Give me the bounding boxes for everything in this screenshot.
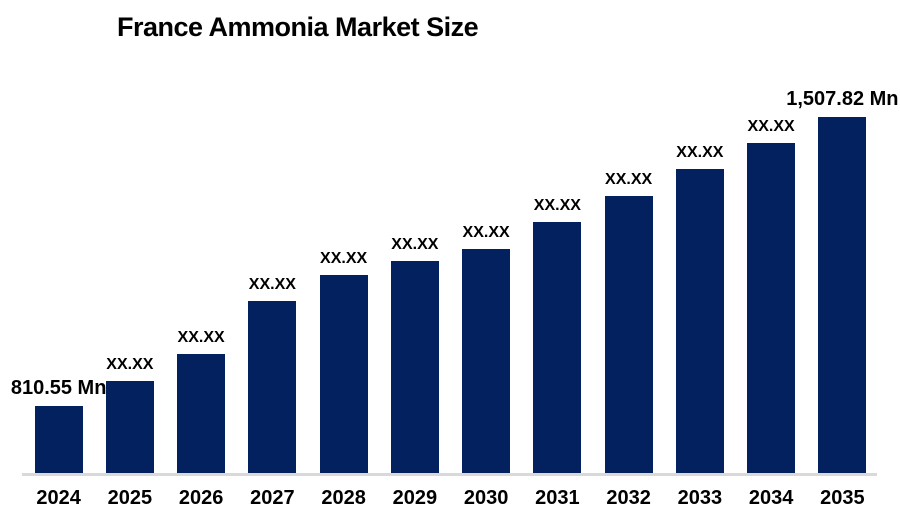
bar-column-2032: XX.XX bbox=[593, 80, 664, 473]
bar-2032 bbox=[604, 196, 653, 473]
bar-value-label-2034: XX.XX bbox=[747, 118, 795, 136]
bar-2035 bbox=[818, 117, 867, 473]
x-axis-label-2034: 2034 bbox=[748, 487, 794, 509]
x-axis-label-2032: 2032 bbox=[606, 487, 651, 509]
x-axis-labels: 2024 2025 2026 2027 2028 2029 2030 2031 2032 2033… bbox=[23, 487, 878, 510]
bar-column-2029: XX.XX bbox=[379, 80, 450, 473]
bars-container: 810.55 Mn XX.XX XX.XX XX.XX XX.XX XX.XX XX.XX X… bbox=[11, 80, 899, 473]
bar-2034 bbox=[747, 143, 796, 473]
bar-2028 bbox=[319, 275, 368, 473]
bar-value-label-2033: XX.XX bbox=[676, 144, 724, 162]
bar-value-label-2025: XX.XX bbox=[106, 356, 154, 374]
bar-value-label-2024: 810.55 Mn bbox=[10, 377, 107, 399]
bar-value-label-2032: XX.XX bbox=[605, 171, 653, 189]
bar-2029 bbox=[390, 261, 439, 473]
x-axis-label-2029: 2029 bbox=[392, 487, 438, 509]
bar-column-2024: 810.55 Mn bbox=[11, 80, 106, 473]
bar-value-label-2035: 1,507.82 Mn bbox=[786, 88, 899, 110]
bar-2030 bbox=[462, 249, 511, 473]
bar-column-2035: 1,507.82 Mn bbox=[786, 80, 899, 473]
x-axis-label-2035: 2035 bbox=[820, 487, 865, 509]
bar-2033 bbox=[675, 169, 724, 473]
x-axis-label-2027: 2027 bbox=[250, 487, 295, 509]
x-axis-label-2028: 2028 bbox=[321, 487, 366, 509]
bar-2027 bbox=[248, 301, 297, 473]
x-axis-label-2031: 2031 bbox=[535, 487, 580, 509]
bar-column-2030: XX.XX bbox=[451, 80, 522, 473]
bar-value-label-2028: XX.XX bbox=[320, 250, 368, 268]
x-axis-label-2024: 2024 bbox=[36, 487, 81, 509]
bar-2031 bbox=[533, 222, 582, 473]
bar-value-label-2031: XX.XX bbox=[533, 197, 581, 215]
bar-value-label-2030: XX.XX bbox=[462, 224, 510, 242]
bar-column-2031: XX.XX bbox=[522, 80, 593, 473]
bar-column-2026: XX.XX bbox=[166, 80, 237, 473]
x-axis-label-2025: 2025 bbox=[107, 487, 153, 509]
bar-value-label-2026: XX.XX bbox=[177, 329, 225, 347]
x-axis-line bbox=[22, 473, 877, 476]
bar-value-label-2029: XX.XX bbox=[391, 236, 439, 254]
bar-column-2027: XX.XX bbox=[237, 80, 308, 473]
bar-column-2028: XX.XX bbox=[308, 80, 379, 473]
bar-value-label-2027: XX.XX bbox=[248, 276, 296, 294]
x-axis-label-2026: 2026 bbox=[178, 487, 224, 509]
bar-2025 bbox=[105, 381, 154, 473]
x-axis-label-2030: 2030 bbox=[463, 487, 509, 509]
bar-column-2033: XX.XX bbox=[664, 80, 735, 473]
bar-column-2034: XX.XX bbox=[736, 80, 807, 473]
chart-title: France Ammonia Market Size bbox=[117, 12, 479, 42]
bar-column-2025: XX.XX bbox=[94, 80, 165, 473]
bar-2024 bbox=[34, 406, 83, 473]
bar-2026 bbox=[177, 354, 226, 473]
x-axis-label-2033: 2033 bbox=[677, 487, 723, 509]
